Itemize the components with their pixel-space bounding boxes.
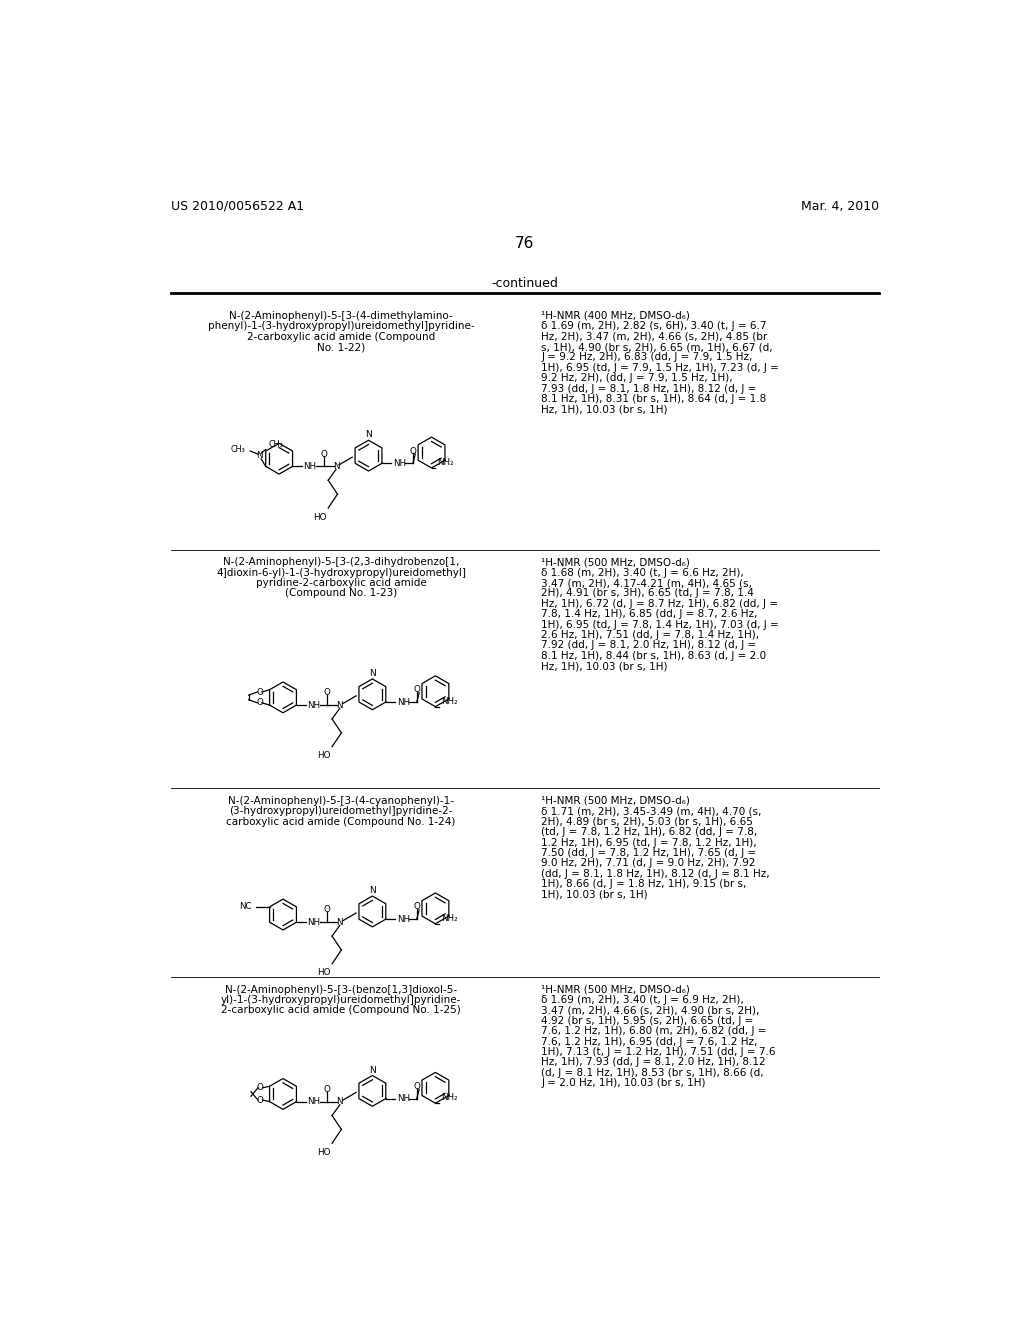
Text: NH: NH <box>393 459 406 467</box>
Text: Mar. 4, 2010: Mar. 4, 2010 <box>801 199 879 213</box>
Text: 1H), 6.95 (td, J = 7.9, 1.5 Hz, 1H), 7.23 (d, J =: 1H), 6.95 (td, J = 7.9, 1.5 Hz, 1H), 7.2… <box>541 363 779 372</box>
Text: carboxylic acid amide (Compound No. 1-24): carboxylic acid amide (Compound No. 1-24… <box>226 817 456 826</box>
Text: 9.2 Hz, 2H), (dd, J = 7.9, 1.5 Hz, 1H),: 9.2 Hz, 2H), (dd, J = 7.9, 1.5 Hz, 1H), <box>541 374 733 383</box>
Text: O: O <box>257 1096 264 1105</box>
Text: 1H), 7.13 (t, J = 1.2 Hz, 1H), 7.51 (dd, J = 7.6: 1H), 7.13 (t, J = 1.2 Hz, 1H), 7.51 (dd,… <box>541 1047 775 1057</box>
Text: 1H), 10.03 (br s, 1H): 1H), 10.03 (br s, 1H) <box>541 890 648 899</box>
Text: 76: 76 <box>515 235 535 251</box>
Text: N: N <box>337 701 343 710</box>
Text: NH: NH <box>396 915 410 924</box>
Text: 3.47 (m, 2H), 4.66 (s, 2H), 4.90 (br s, 2H),: 3.47 (m, 2H), 4.66 (s, 2H), 4.90 (br s, … <box>541 1006 760 1015</box>
Text: N: N <box>369 669 376 678</box>
Text: J = 2.0 Hz, 1H), 10.03 (br s, 1H): J = 2.0 Hz, 1H), 10.03 (br s, 1H) <box>541 1078 706 1088</box>
Text: US 2010/0056522 A1: US 2010/0056522 A1 <box>171 199 304 213</box>
Text: NH₂: NH₂ <box>437 458 454 467</box>
Text: O: O <box>414 685 420 694</box>
Text: (td, J = 7.8, 1.2 Hz, 1H), 6.82 (dd, J = 7.8,: (td, J = 7.8, 1.2 Hz, 1H), 6.82 (dd, J =… <box>541 828 758 837</box>
Text: Hz, 1H), 7.93 (dd, J = 8.1, 2.0 Hz, 1H), 8.12: Hz, 1H), 7.93 (dd, J = 8.1, 2.0 Hz, 1H),… <box>541 1057 766 1068</box>
Text: N-(2-Aminophenyl)-5-[3-(4-dimethylamino-: N-(2-Aminophenyl)-5-[3-(4-dimethylamino- <box>229 312 453 321</box>
Text: N: N <box>337 917 343 927</box>
Text: CH₃: CH₃ <box>268 441 283 449</box>
Text: ¹H-NMR (500 MHz, DMSO-d₆): ¹H-NMR (500 MHz, DMSO-d₆) <box>541 796 690 807</box>
Text: O: O <box>324 1085 331 1094</box>
Text: N: N <box>369 1065 376 1074</box>
Text: Hz, 1H), 10.03 (br s, 1H): Hz, 1H), 10.03 (br s, 1H) <box>541 661 668 671</box>
Text: 4]dioxin-6-yl)-1-(3-hydroxypropyl)ureidomethyl]: 4]dioxin-6-yl)-1-(3-hydroxypropyl)ureido… <box>216 568 466 578</box>
Text: O: O <box>256 688 263 697</box>
Text: -continued: -continued <box>492 277 558 289</box>
Text: N: N <box>333 462 339 471</box>
Text: HO: HO <box>317 969 331 977</box>
Text: δ 1.68 (m, 2H), 3.40 (t, J = 6.6 Hz, 2H),: δ 1.68 (m, 2H), 3.40 (t, J = 6.6 Hz, 2H)… <box>541 568 743 578</box>
Text: No. 1-22): No. 1-22) <box>317 342 366 352</box>
Text: NH: NH <box>396 1094 410 1104</box>
Text: 1.2 Hz, 1H), 6.95 (td, J = 7.8, 1.2 Hz, 1H),: 1.2 Hz, 1H), 6.95 (td, J = 7.8, 1.2 Hz, … <box>541 838 757 847</box>
Text: pyridine-2-carboxylic acid amide: pyridine-2-carboxylic acid amide <box>256 578 427 587</box>
Text: (3-hydroxypropyl)ureidomethyl]pyridine-2-: (3-hydroxypropyl)ureidomethyl]pyridine-2… <box>229 807 453 816</box>
Text: s, 1H), 4.90 (br s, 2H), 6.65 (m, 1H), 6.67 (d,: s, 1H), 4.90 (br s, 2H), 6.65 (m, 1H), 6… <box>541 342 773 352</box>
Text: CH₃: CH₃ <box>230 445 246 454</box>
Text: HO: HO <box>313 512 327 521</box>
Text: Hz, 1H), 10.03 (br s, 1H): Hz, 1H), 10.03 (br s, 1H) <box>541 404 668 414</box>
Text: 8.1 Hz, 1H), 8.31 (br s, 1H), 8.64 (d, J = 1.8: 8.1 Hz, 1H), 8.31 (br s, 1H), 8.64 (d, J… <box>541 395 766 404</box>
Text: NH: NH <box>307 1097 321 1106</box>
Text: N-(2-Aminophenyl)-5-[3-(benzo[1,3]dioxol-5-: N-(2-Aminophenyl)-5-[3-(benzo[1,3]dioxol… <box>225 985 457 994</box>
Text: 2H), 4.89 (br s, 2H), 5.03 (br s, 1H), 6.65: 2H), 4.89 (br s, 2H), 5.03 (br s, 1H), 6… <box>541 817 753 826</box>
Text: 7.8, 1.4 Hz, 1H), 6.85 (dd, J = 8.7, 2.6 Hz,: 7.8, 1.4 Hz, 1H), 6.85 (dd, J = 8.7, 2.6… <box>541 610 758 619</box>
Text: O: O <box>324 688 331 697</box>
Text: O: O <box>324 906 331 915</box>
Text: NH: NH <box>396 697 410 706</box>
Text: NH₂: NH₂ <box>440 697 458 706</box>
Text: NH₂: NH₂ <box>440 1093 458 1102</box>
Text: 9.0 Hz, 2H), 7.71 (d, J = 9.0 Hz, 2H), 7.92: 9.0 Hz, 2H), 7.71 (d, J = 9.0 Hz, 2H), 7… <box>541 858 756 869</box>
Text: O: O <box>414 903 420 911</box>
Text: O: O <box>321 450 327 458</box>
Text: ¹H-NMR (500 MHz, DMSO-d₆): ¹H-NMR (500 MHz, DMSO-d₆) <box>541 985 690 994</box>
Text: (d, J = 8.1 Hz, 1H), 8.53 (br s, 1H), 8.66 (d,: (d, J = 8.1 Hz, 1H), 8.53 (br s, 1H), 8.… <box>541 1068 764 1077</box>
Text: 8.1 Hz, 1H), 8.44 (br s, 1H), 8.63 (d, J = 2.0: 8.1 Hz, 1H), 8.44 (br s, 1H), 8.63 (d, J… <box>541 651 766 661</box>
Text: N-(2-Aminophenyl)-5-[3-(2,3-dihydrobenzo[1,: N-(2-Aminophenyl)-5-[3-(2,3-dihydrobenzo… <box>223 557 460 568</box>
Text: 7.50 (dd, J = 7.8, 1.2 Hz, 1H), 7.65 (d, J =: 7.50 (dd, J = 7.8, 1.2 Hz, 1H), 7.65 (d,… <box>541 847 757 858</box>
Text: 7.92 (dd, J = 8.1, 2.0 Hz, 1H), 8.12 (d, J =: 7.92 (dd, J = 8.1, 2.0 Hz, 1H), 8.12 (d,… <box>541 640 757 651</box>
Text: ¹H-NMR (500 MHz, DMSO-d₆): ¹H-NMR (500 MHz, DMSO-d₆) <box>541 557 690 568</box>
Text: 7.93 (dd, J = 8.1, 1.8 Hz, 1H), 8.12 (d, J =: 7.93 (dd, J = 8.1, 1.8 Hz, 1H), 8.12 (d,… <box>541 384 757 393</box>
Text: NH: NH <box>307 701 321 710</box>
Text: N-(2-Aminophenyl)-5-[3-(4-cyanophenyl)-1-: N-(2-Aminophenyl)-5-[3-(4-cyanophenyl)-1… <box>228 796 454 807</box>
Text: NC: NC <box>240 903 252 911</box>
Text: phenyl)-1-(3-hydroxypropyl)ureidomethyl]pyridine-: phenyl)-1-(3-hydroxypropyl)ureidomethyl]… <box>208 321 474 331</box>
Text: O: O <box>256 698 263 708</box>
Text: Hz, 1H), 6.72 (d, J = 8.7 Hz, 1H), 6.82 (dd, J =: Hz, 1H), 6.72 (d, J = 8.7 Hz, 1H), 6.82 … <box>541 599 778 609</box>
Text: N: N <box>366 430 372 440</box>
Text: 2.6 Hz, 1H), 7.51 (dd, J = 7.8, 1.4 Hz, 1H),: 2.6 Hz, 1H), 7.51 (dd, J = 7.8, 1.4 Hz, … <box>541 630 759 640</box>
Text: 4.92 (br s, 1H), 5.95 (s, 2H), 6.65 (td, J =: 4.92 (br s, 1H), 5.95 (s, 2H), 6.65 (td,… <box>541 1016 754 1026</box>
Text: δ 1.69 (m, 2H), 3.40 (t, J = 6.9 Hz, 2H),: δ 1.69 (m, 2H), 3.40 (t, J = 6.9 Hz, 2H)… <box>541 995 743 1005</box>
Text: ¹H-NMR (400 MHz, DMSO-d₆): ¹H-NMR (400 MHz, DMSO-d₆) <box>541 312 690 321</box>
Text: NH: NH <box>303 462 316 471</box>
Text: δ 1.69 (m, 2H), 2.82 (s, 6H), 3.40 (t, J = 6.7: δ 1.69 (m, 2H), 2.82 (s, 6H), 3.40 (t, J… <box>541 321 767 331</box>
Text: N: N <box>337 1097 343 1106</box>
Text: O: O <box>410 446 417 455</box>
Text: NH: NH <box>307 917 321 927</box>
Text: N: N <box>369 886 376 895</box>
Text: 7.6, 1.2 Hz, 1H), 6.80 (m, 2H), 6.82 (dd, J =: 7.6, 1.2 Hz, 1H), 6.80 (m, 2H), 6.82 (dd… <box>541 1026 767 1036</box>
Text: O: O <box>414 1082 420 1090</box>
Text: O: O <box>257 1084 264 1092</box>
Text: NH₂: NH₂ <box>440 913 458 923</box>
Text: 2-carboxylic acid amide (Compound No. 1-25): 2-carboxylic acid amide (Compound No. 1-… <box>221 1006 461 1015</box>
Text: N: N <box>256 451 263 461</box>
Text: 1H), 6.95 (td, J = 7.8, 1.4 Hz, 1H), 7.03 (d, J =: 1H), 6.95 (td, J = 7.8, 1.4 Hz, 1H), 7.0… <box>541 619 779 630</box>
Text: δ 1.71 (m, 2H), 3.45-3.49 (m, 4H), 4.70 (s,: δ 1.71 (m, 2H), 3.45-3.49 (m, 4H), 4.70 … <box>541 807 762 816</box>
Text: (dd, J = 8.1, 1.8 Hz, 1H), 8.12 (d, J = 8.1 Hz,: (dd, J = 8.1, 1.8 Hz, 1H), 8.12 (d, J = … <box>541 869 770 879</box>
Text: 1H), 8.66 (d, J = 1.8 Hz, 1H), 9.15 (br s,: 1H), 8.66 (d, J = 1.8 Hz, 1H), 9.15 (br … <box>541 879 746 890</box>
Text: 3.47 (m, 2H), 4.17-4.21 (m, 4H), 4.65 (s,: 3.47 (m, 2H), 4.17-4.21 (m, 4H), 4.65 (s… <box>541 578 752 587</box>
Text: J = 9.2 Hz, 2H), 6.83 (dd, J = 7.9, 1.5 Hz,: J = 9.2 Hz, 2H), 6.83 (dd, J = 7.9, 1.5 … <box>541 352 753 363</box>
Text: HO: HO <box>317 1148 331 1156</box>
Text: (Compound No. 1-23): (Compound No. 1-23) <box>285 589 397 598</box>
Text: HO: HO <box>317 751 331 760</box>
Text: 2-carboxylic acid amide (Compound: 2-carboxylic acid amide (Compound <box>247 331 435 342</box>
Text: 2H), 4.91 (br s, 3H), 6.65 (td, J = 7.8, 1.4: 2H), 4.91 (br s, 3H), 6.65 (td, J = 7.8,… <box>541 589 754 598</box>
Text: 7.6, 1.2 Hz, 1H), 6.95 (dd, J = 7.6, 1.2 Hz,: 7.6, 1.2 Hz, 1H), 6.95 (dd, J = 7.6, 1.2… <box>541 1036 758 1047</box>
Text: yl)-1-(3-hydroxypropyl)ureidomethyl]pyridine-: yl)-1-(3-hydroxypropyl)ureidomethyl]pyri… <box>221 995 462 1005</box>
Text: Hz, 2H), 3.47 (m, 2H), 4.66 (s, 2H), 4.85 (br: Hz, 2H), 3.47 (m, 2H), 4.66 (s, 2H), 4.8… <box>541 331 767 342</box>
